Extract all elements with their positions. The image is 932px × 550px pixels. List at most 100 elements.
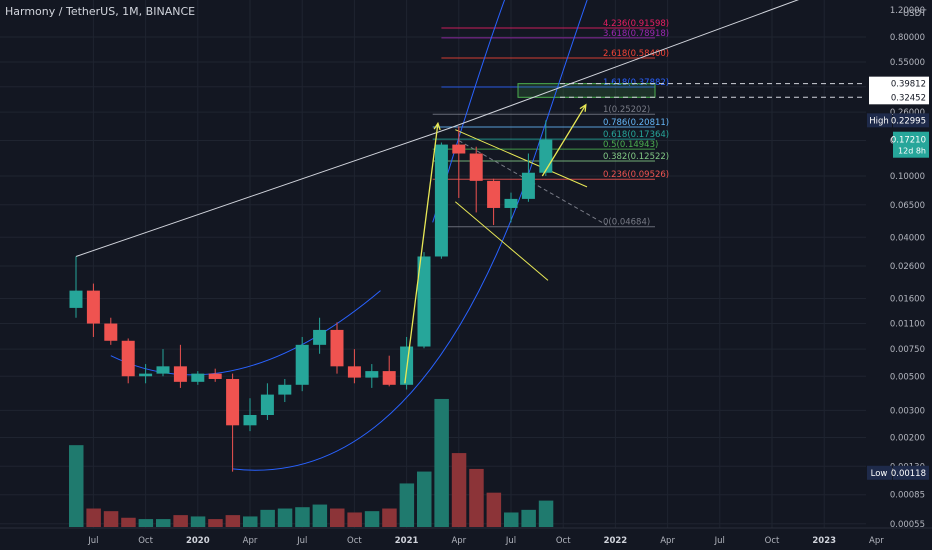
volume-bar xyxy=(243,516,258,527)
volume-bar xyxy=(347,512,362,527)
volume-bars xyxy=(69,398,554,527)
fib-label: 1.618(0.37882) xyxy=(603,78,669,88)
price-tick-label: 0.26000 xyxy=(890,108,925,118)
fib-label: 0.618(0.17364) xyxy=(603,130,669,140)
candle-body xyxy=(243,415,257,426)
volume-bar xyxy=(277,508,293,527)
candle-body xyxy=(313,329,327,345)
low-tag-bg xyxy=(867,465,892,480)
time-tick-label: 2022 xyxy=(604,536,628,546)
candle-body xyxy=(295,344,309,385)
volume-bar xyxy=(225,515,241,527)
candle-body xyxy=(260,394,274,416)
price-tick-label: 0.10000 xyxy=(890,172,925,182)
candle-body xyxy=(226,378,240,426)
volume-bar xyxy=(156,519,171,527)
volume-bar xyxy=(260,509,275,527)
candle-body xyxy=(365,371,379,378)
volume-bar xyxy=(69,445,84,527)
channel-line xyxy=(455,129,588,188)
volume-bar xyxy=(312,504,328,527)
price-tick-label: 0.01600 xyxy=(890,294,925,304)
volume-bar xyxy=(486,492,502,527)
candle-body xyxy=(521,172,535,199)
arrow-head xyxy=(579,103,587,112)
price-tick-label: 0.00200 xyxy=(890,434,925,444)
candle-body xyxy=(191,373,205,382)
arc-curve xyxy=(232,0,588,471)
current-price-text: 0.17210 xyxy=(891,136,926,146)
time-tick-label: Apr xyxy=(869,536,884,546)
candle-body xyxy=(434,144,448,257)
fib-extension: 4.236(0.91598)3.618(0.78918) 2.618(0.5840… xyxy=(432,19,669,228)
fib-label: 0.786(0.20811) xyxy=(603,118,669,128)
countdown-text: 12d 8h xyxy=(898,147,926,156)
fib-label: 0.5(0.14943) xyxy=(603,140,658,150)
grid xyxy=(0,0,877,528)
volume-bar xyxy=(173,515,188,527)
low-value-text: 0.00118 xyxy=(891,469,926,479)
price-label-text: 0.32452 xyxy=(891,93,926,103)
time-axis: Jul Oct 2020 Apr Jul Oct 2021 Apr Jul Oct 2022 Apr J… xyxy=(0,527,932,550)
candle-body xyxy=(382,371,396,385)
fib-label: 0.236(0.09526) xyxy=(603,170,669,180)
axis-unit: USDT xyxy=(903,9,927,19)
volume-bar xyxy=(521,509,536,527)
candle-body xyxy=(487,180,501,208)
arrow-shaft xyxy=(541,104,587,177)
time-tick-label: Apr xyxy=(660,536,675,546)
time-tick-label: 2020 xyxy=(186,536,210,546)
high-tag-bg xyxy=(867,113,892,128)
time-tick-label: Jul xyxy=(714,536,725,546)
price-label-text: 0.39812 xyxy=(891,80,926,90)
candle-body xyxy=(504,198,518,208)
low-tag-text: Low xyxy=(871,469,888,479)
price-tick-label: 0.04000 xyxy=(890,233,925,243)
candle-body xyxy=(139,373,153,377)
low-value-bg xyxy=(893,465,929,480)
volume-bar xyxy=(190,516,206,527)
time-tick-label: Jul xyxy=(505,536,516,546)
candle-body xyxy=(208,373,222,379)
volume-bar xyxy=(330,508,345,527)
time-tick-label: Jul xyxy=(87,536,98,546)
time-tick-label: Oct xyxy=(138,536,153,546)
price-tick-label: 0.00055 xyxy=(890,520,925,530)
chart-title: Harmony / TetherUS, 1M, BINANCE xyxy=(5,5,196,18)
volume-bar xyxy=(121,517,136,527)
arrow-head xyxy=(433,121,441,131)
price-tick-label: 1.20000 xyxy=(890,6,925,16)
fib-label: 0.382(0.12522) xyxy=(603,152,669,162)
high-value-text: 0.22995 xyxy=(891,116,926,126)
current-price-bg xyxy=(893,131,929,158)
price-label-bg xyxy=(869,90,929,105)
volume-bar xyxy=(538,500,554,527)
high-value-bg xyxy=(893,113,929,128)
volume-bar xyxy=(295,507,310,527)
time-tick-label: Jul xyxy=(296,536,307,546)
candle-body xyxy=(69,290,83,308)
candle-body xyxy=(347,366,361,378)
volume-bar xyxy=(399,483,415,527)
volume-bar xyxy=(417,471,432,527)
price-label-bg xyxy=(869,76,929,91)
fib-label: 4.236(0.91598) xyxy=(603,19,669,29)
price-tick-label: 0.55000 xyxy=(890,58,925,68)
time-tick-label: Oct xyxy=(765,536,780,546)
volume-bar xyxy=(434,398,449,527)
channel-line xyxy=(454,201,549,281)
candle-body xyxy=(121,340,135,377)
parabolic-arcs xyxy=(110,0,588,471)
price-tick-label: 0.02600 xyxy=(890,262,925,272)
time-tick-label: 2021 xyxy=(395,536,419,546)
candle-body xyxy=(417,256,431,347)
volume-bar xyxy=(103,511,119,527)
fib-label: 3.618(0.78918) xyxy=(603,29,669,39)
candles xyxy=(69,120,553,472)
arc-curve xyxy=(110,290,381,376)
time-tick-label: Oct xyxy=(556,536,571,546)
volume-bar xyxy=(382,508,397,527)
projection-arrows xyxy=(404,103,587,384)
candle-body xyxy=(539,139,553,173)
